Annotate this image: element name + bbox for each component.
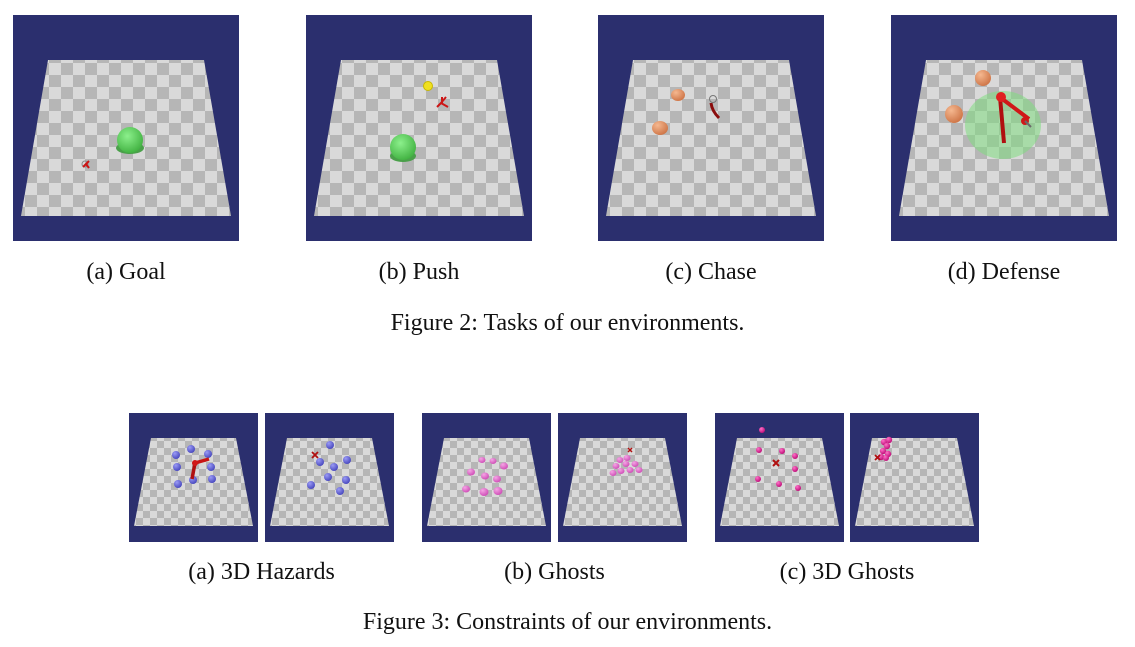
panel-push: [306, 15, 532, 241]
hazard-sphere-icon: [172, 445, 216, 488]
figure-2-caption: Figure 2: Tasks of our environments.: [390, 310, 745, 336]
panel-ghosts-2: [558, 413, 687, 542]
caption-chase: (c) Chase: [665, 259, 757, 285]
robot-agent-icon: [436, 96, 449, 108]
chase-target-icon: [975, 70, 991, 86]
robot-agent-icon: [772, 459, 780, 467]
caption-goal: (a) Goal: [86, 259, 166, 285]
caption-defense: (d) Defense: [947, 259, 1061, 285]
robot-agent-icon: [709, 95, 721, 120]
caption-3d-ghosts: (c) 3D Ghosts: [779, 559, 915, 585]
floor: [270, 438, 389, 526]
panel-defense: [891, 15, 1117, 241]
panel-3d-hazards-1: [129, 413, 258, 542]
caption-ghosts: (b) Ghosts: [504, 559, 605, 585]
ghost-icon: [462, 457, 508, 496]
chase-target-icon: [652, 121, 668, 135]
robot-agent-icon: [874, 454, 881, 461]
hazard-sphere-icon: [307, 441, 351, 495]
floor: [606, 60, 816, 216]
ghost-icon: [755, 427, 801, 491]
robot-agent-icon: [996, 92, 1032, 144]
panel-ghosts-1: [422, 413, 551, 542]
caption-3d-hazards: (a) 3D Hazards: [188, 559, 335, 585]
panel-3d-ghosts-2: [850, 413, 979, 542]
figure-3-caption: Figure 3: Constraints of our environment…: [362, 609, 773, 635]
caption-push: (b) Push: [378, 259, 460, 285]
robot-agent-icon: [311, 451, 319, 459]
robot-agent-icon: [627, 447, 633, 453]
panel-3d-ghosts-1: [715, 413, 844, 542]
ghost-icon: [609, 455, 643, 476]
panel-chase: [598, 15, 824, 241]
robot-agent-icon: [81, 160, 90, 169]
chase-target-icon: [945, 105, 963, 123]
floor: [855, 438, 974, 526]
floor: [427, 438, 546, 526]
robot-agent-icon: [190, 457, 210, 480]
chase-target-icon: [671, 89, 685, 101]
panel-3d-hazards-2: [265, 413, 394, 542]
floor: [314, 60, 524, 216]
floor: [563, 438, 682, 526]
panel-goal: [13, 15, 239, 241]
push-ball-icon: [423, 81, 433, 91]
